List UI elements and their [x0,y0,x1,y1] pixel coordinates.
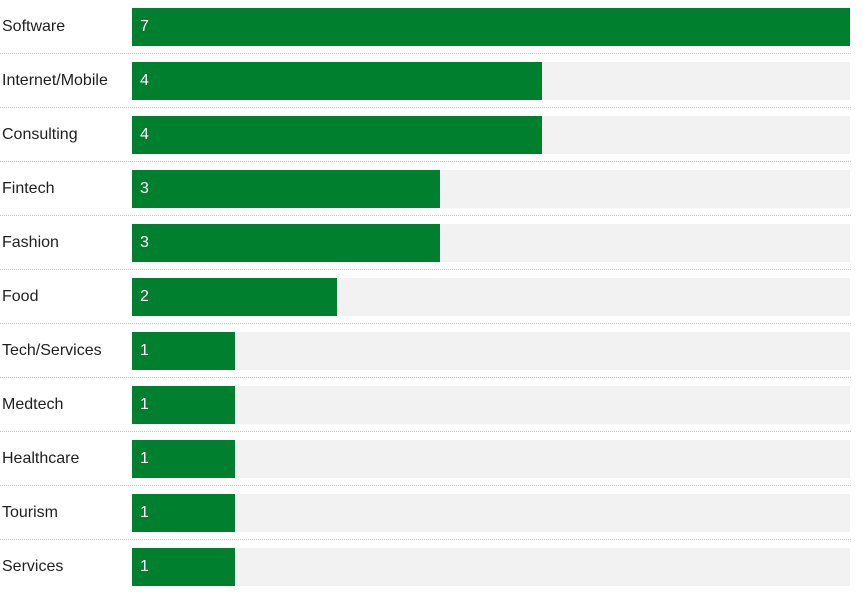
bar-row: Internet/Mobile 4 [0,54,851,108]
bar-track: 1 [132,332,850,370]
bar-track: 2 [132,278,850,316]
bar-track: 3 [132,224,850,262]
bar-value-label: 1 [140,342,149,359]
bar-value-label: 4 [140,72,149,89]
bar-track: 1 [132,440,850,478]
category-label: Internet/Mobile [2,72,108,89]
category-label: Fintech [2,180,55,197]
category-label: Tourism [2,504,59,521]
bar-track: 4 [132,62,850,100]
category-label: Software [2,18,66,35]
category-label: Tech/Services [2,342,102,359]
bar-row: Fashion 3 [0,216,851,270]
bar: 1 [132,440,235,478]
category-label: Medtech [2,396,64,413]
row-divider [0,323,851,324]
bar: 3 [132,170,440,208]
bar-track: 4 [132,116,850,154]
bar-value-label: 1 [140,396,149,413]
bar-track: 3 [132,170,850,208]
bar: 1 [132,494,235,532]
row-divider [0,107,851,108]
bar-value-label: 2 [140,288,149,305]
category-label: Food [2,288,39,305]
bar: 1 [132,386,235,424]
bar-value-label: 1 [140,450,149,467]
bar-value-label: 3 [140,234,149,251]
row-divider [0,215,851,216]
category-label: Services [2,558,64,575]
bar-row: Tourism 1 [0,486,851,540]
bar-value-label: 7 [140,18,149,35]
category-label: Healthcare [2,450,80,467]
bar-track: 7 [132,8,850,46]
row-divider [0,377,851,378]
bar-row: Fintech 3 [0,162,851,216]
bar-row: Services 1 [0,540,851,594]
bar-row: Healthcare 1 [0,432,851,486]
bar: 2 [132,278,337,316]
bar-value-label: 1 [140,504,149,521]
bar-track: 1 [132,494,850,532]
bar: 3 [132,224,440,262]
bar: 4 [132,116,542,154]
bar-value-label: 1 [140,558,149,575]
row-divider [0,485,851,486]
bar-row: Software 7 [0,0,851,54]
row-divider [0,539,851,540]
row-divider [0,161,851,162]
bar-track: 1 [132,386,850,424]
category-label: Fashion [2,234,59,251]
bar-value-label: 4 [140,126,149,143]
bar-row: Medtech 1 [0,378,851,432]
bar: 7 [132,8,850,46]
bar-row: Tech/Services 1 [0,324,851,378]
bar-value-label: 3 [140,180,149,197]
bar: 1 [132,548,235,586]
bar-row: Consulting 4 [0,108,851,162]
bar-track: 1 [132,548,850,586]
row-divider [0,53,851,54]
bar: 4 [132,62,542,100]
row-divider [0,269,851,270]
bar-row: Food 2 [0,270,851,324]
bar: 1 [132,332,235,370]
row-divider [0,431,851,432]
category-label: Consulting [2,126,78,143]
